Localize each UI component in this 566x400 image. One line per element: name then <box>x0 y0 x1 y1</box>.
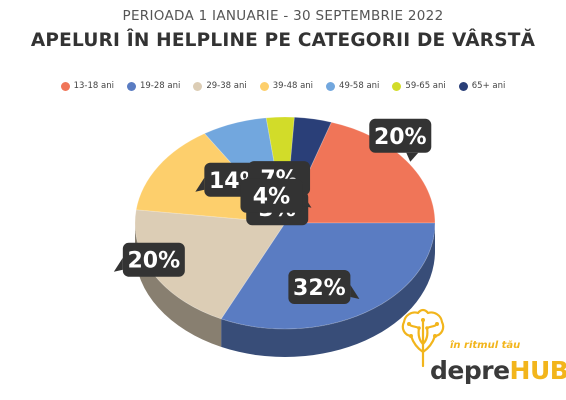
legend-label: 39-48 ani <box>272 81 314 91</box>
pie-labels: 20%32%20%14%7%3%4% <box>113 118 432 304</box>
data-label-text: 20% <box>128 249 181 274</box>
legend-label: 29-38 ani <box>206 81 247 91</box>
pie-side-walls <box>135 223 435 358</box>
legend-label: 59-65 ani <box>405 81 446 91</box>
legend-item-29-38: 29-38 ani <box>193 81 247 91</box>
legend-item-19-28: 19-28 ani <box>126 81 181 91</box>
legend-item-39-48: 39-48 ani <box>259 81 314 91</box>
logo-tagline: în ritmul tău <box>450 340 521 351</box>
data-label-6: 4% <box>240 178 312 213</box>
deprehub-logo: în ritmul tău depreHUB <box>398 306 566 392</box>
legend-item-13-18: 13-18 ani <box>60 81 114 91</box>
legend-swatch <box>326 81 336 91</box>
pie-side-1 <box>221 223 435 358</box>
legend-swatch <box>60 81 70 91</box>
legend-label: 19-28 ani <box>139 81 181 91</box>
legend-swatch <box>193 81 203 91</box>
legend-swatch <box>126 81 136 91</box>
data-label-1: 32% <box>288 269 360 304</box>
legend-label: 65+ ani <box>471 81 506 91</box>
chart-subtitle: PERIOADA 1 IANUARIE - 30 SEPTEMBRIE 2022 <box>122 8 444 24</box>
data-label-text: 32% <box>293 276 346 301</box>
legend: 13-18 ani 19-28 ani 29-38 ani 39-48 ani … <box>0 81 566 91</box>
legend-item-59-65: 59-65 ani <box>392 81 446 91</box>
legend-item-65-plus: 65+ ani <box>458 81 506 91</box>
logo-word-depre: depre <box>430 356 510 385</box>
legend-label: 49-58 ani <box>339 81 380 91</box>
data-label-text: 20% <box>374 125 427 150</box>
brain-tree-icon <box>401 308 445 368</box>
legend-label: 13-18 ani <box>73 81 114 91</box>
data-label-0: 20% <box>369 118 432 162</box>
logo-word-hub: HUB <box>509 356 566 385</box>
pie-slice-0 <box>284 121 436 224</box>
data-label-text: 4% <box>253 185 290 210</box>
legend-item-49-58: 49-58 ani <box>326 81 379 91</box>
data-label-2: 20% <box>113 242 185 277</box>
logo-wordmark: depreHUB <box>430 356 566 385</box>
legend-swatch <box>458 81 468 91</box>
chart-title: APELURI ÎN HELPLINE PE CATEGORII DE VÂRS… <box>30 30 536 51</box>
legend-swatch <box>259 81 269 91</box>
pie-side-2 <box>135 223 222 347</box>
legend-swatch <box>392 81 402 91</box>
